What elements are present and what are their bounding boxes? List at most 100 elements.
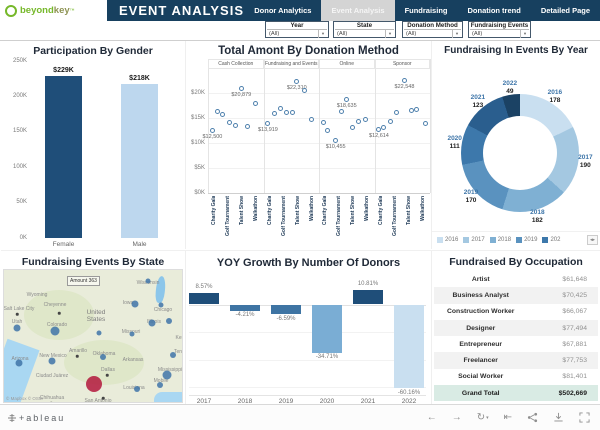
scatter-point[interactable] bbox=[325, 127, 331, 133]
table-row[interactable]: Grand Total $502,669 bbox=[434, 385, 598, 402]
scatter-point[interactable] bbox=[338, 109, 344, 114]
state-bubble[interactable] bbox=[134, 386, 140, 392]
scatter-point[interactable] bbox=[333, 138, 339, 144]
scatter-point[interactable] bbox=[209, 128, 215, 133]
state-bubble[interactable] bbox=[145, 278, 151, 284]
scatter-point[interactable] bbox=[309, 117, 315, 122]
state-map[interactable]: United States Amount 363 © Mapbox © OSM … bbox=[3, 269, 183, 403]
legend-item-2017[interactable]: 2017 bbox=[463, 236, 485, 243]
reset-button[interactable]: ⇤ bbox=[503, 412, 512, 423]
scatter-point[interactable] bbox=[363, 117, 369, 122]
x-axis-label: 2021 bbox=[360, 398, 376, 405]
tab-detailed-page[interactable]: Detailed Page bbox=[540, 6, 590, 15]
scatter-point[interactable] bbox=[401, 77, 407, 83]
scatter-point[interactable] bbox=[253, 101, 259, 106]
table-row[interactable]: Freelancer $77,753 bbox=[434, 352, 598, 369]
slice-value: 111 bbox=[449, 143, 460, 151]
redo-button[interactable]: → bbox=[451, 412, 462, 423]
state-bubble[interactable] bbox=[96, 330, 102, 336]
bar-2020[interactable] bbox=[312, 305, 342, 353]
highlight-bubble[interactable] bbox=[86, 376, 102, 392]
state-bubble[interactable] bbox=[50, 326, 60, 336]
download-button[interactable] bbox=[553, 412, 564, 423]
filter-dropdown[interactable]: (All) ▾ bbox=[335, 29, 394, 38]
state-bubble[interactable] bbox=[131, 300, 139, 308]
scatter-point[interactable] bbox=[408, 107, 414, 113]
tab-event-analysis[interactable]: Event Analysis bbox=[321, 0, 395, 21]
scatter-point[interactable] bbox=[414, 106, 420, 112]
state-bubble[interactable] bbox=[158, 302, 164, 308]
scatter-point[interactable] bbox=[272, 111, 278, 116]
state-bubble[interactable] bbox=[15, 359, 23, 367]
filter-dropdown[interactable]: (All) ▾ bbox=[404, 29, 461, 38]
state-bubble[interactable] bbox=[129, 331, 135, 337]
scatter-point[interactable] bbox=[380, 125, 386, 130]
state-bubble[interactable] bbox=[166, 318, 172, 324]
y-axis-tick: $5K bbox=[194, 164, 205, 171]
scatter-point[interactable] bbox=[226, 120, 232, 125]
table-row[interactable]: Entrepreneur $67,881 bbox=[434, 336, 598, 353]
scatter-point[interactable] bbox=[376, 127, 382, 133]
scatter-point[interactable] bbox=[302, 87, 308, 93]
tableau-logo[interactable]: +ableau bbox=[7, 413, 65, 423]
state-bubble[interactable] bbox=[162, 370, 172, 380]
section-fundraised-by-occupation: Fundraised By Occupation Artist $61,648 Bu… bbox=[432, 250, 600, 405]
scatter-point[interactable] bbox=[423, 121, 429, 126]
state-bubble[interactable] bbox=[148, 319, 156, 327]
scatter-point[interactable] bbox=[238, 86, 244, 92]
scatter-point[interactable] bbox=[289, 110, 295, 115]
scatter-point[interactable] bbox=[233, 122, 239, 128]
state-bubble[interactable] bbox=[170, 352, 176, 358]
scatter-point[interactable] bbox=[214, 109, 220, 114]
legend-item-2018[interactable]: 2018 bbox=[489, 236, 511, 243]
table-row[interactable]: Artist $61,648 bbox=[434, 271, 598, 288]
replay-button[interactable]: ↻ ▾ bbox=[476, 412, 489, 423]
scatter-point[interactable] bbox=[283, 109, 289, 115]
chart-title-participation-by-gender: Participation By Gender bbox=[33, 45, 153, 57]
scatter-point[interactable] bbox=[344, 97, 350, 103]
dropdown-caret-icon: ▾ bbox=[520, 30, 529, 38]
bar-2017[interactable] bbox=[189, 292, 219, 305]
scatter-point[interactable] bbox=[265, 120, 271, 126]
legend-pager[interactable]: ◂▸ bbox=[586, 234, 598, 245]
scatter-point[interactable] bbox=[277, 106, 283, 111]
tab-fundraising[interactable]: Fundraising bbox=[404, 6, 448, 15]
filter-value: (All) bbox=[337, 31, 348, 37]
section-total-amount-by-donation-method: Total Amont By Donation Method $0K $5K $10… bbox=[185, 41, 432, 249]
share-button[interactable] bbox=[527, 412, 538, 423]
scatter-point[interactable] bbox=[294, 78, 300, 84]
state-bubble[interactable] bbox=[48, 357, 56, 365]
state-bubble[interactable] bbox=[100, 354, 106, 360]
table-row[interactable]: Social Worker $81,401 bbox=[434, 368, 598, 386]
bar-2022[interactable] bbox=[394, 305, 424, 389]
bar-female[interactable] bbox=[45, 75, 82, 238]
scatter-point[interactable] bbox=[349, 124, 355, 130]
map-label: Utah bbox=[11, 319, 23, 325]
table-row[interactable]: Construction Worker $66,067 bbox=[434, 303, 598, 320]
state-bubble[interactable] bbox=[13, 324, 21, 332]
tab-donor-analytics[interactable]: Donor Analytics bbox=[254, 6, 312, 15]
scatter-point[interactable] bbox=[245, 123, 251, 129]
fullscreen-button[interactable] bbox=[579, 412, 590, 423]
slice-value: 190 bbox=[579, 162, 591, 170]
legend-item-202[interactable]: 202 bbox=[542, 236, 560, 243]
tab-donation-trend[interactable]: Donation trend bbox=[467, 6, 521, 15]
bar-male[interactable] bbox=[121, 83, 158, 238]
scatter-point[interactable] bbox=[219, 111, 225, 117]
table-row[interactable]: Designer $77,494 bbox=[434, 319, 598, 337]
scatter-point[interactable] bbox=[394, 109, 400, 115]
filter-dropdown[interactable]: (All) ▾ bbox=[267, 29, 327, 38]
filter-dropdown[interactable]: (All) ▾ bbox=[470, 29, 529, 38]
undo-button[interactable]: ← bbox=[426, 412, 437, 423]
scatter-point[interactable] bbox=[387, 118, 393, 124]
bar-2019[interactable] bbox=[271, 305, 301, 315]
scatter-point[interactable] bbox=[356, 118, 362, 124]
legend-item-2016[interactable]: 2016 bbox=[437, 236, 458, 243]
bar-2018[interactable] bbox=[230, 305, 260, 311]
water-shape bbox=[154, 392, 182, 402]
table-row[interactable]: Business Analyst $70,425 bbox=[434, 287, 598, 304]
bar-2021[interactable] bbox=[353, 289, 383, 305]
legend-item-2019[interactable]: 2019 bbox=[516, 236, 537, 243]
state-bubble[interactable] bbox=[157, 382, 163, 388]
scatter-point[interactable] bbox=[320, 119, 326, 125]
